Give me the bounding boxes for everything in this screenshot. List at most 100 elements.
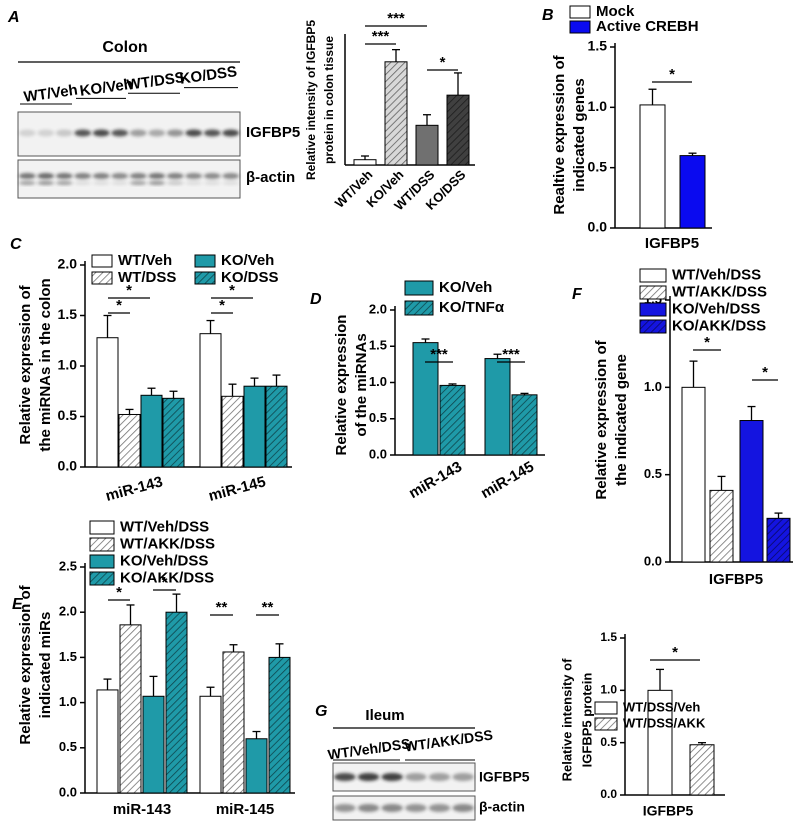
bar	[165, 611, 188, 794]
y-tick-label: 0.5	[58, 407, 78, 423]
x-tick-label: IGFBP5	[645, 235, 699, 252]
significance-label: *	[229, 282, 235, 299]
x-tick-label: miR-145	[207, 473, 268, 505]
y-axis-label: the indicated gene	[613, 354, 630, 486]
legend-swatch	[594, 717, 618, 731]
y-axis-label: Relative intensity of	[559, 658, 574, 781]
band	[148, 173, 166, 179]
band	[222, 181, 240, 185]
bar	[265, 385, 288, 468]
band	[452, 773, 474, 781]
band	[334, 804, 356, 812]
significance-label: *	[116, 584, 122, 601]
band-label: IGFBP5	[246, 124, 300, 141]
bar	[415, 124, 439, 166]
legend-label: WT/Veh/DSS	[672, 266, 761, 283]
bar	[681, 386, 706, 563]
blot-title: Colon	[102, 39, 147, 56]
legend-label: KO/TNFα	[439, 299, 505, 316]
y-tick-label: 1.5	[600, 630, 617, 644]
legend-label: KO/Veh	[439, 279, 492, 296]
bar	[118, 413, 141, 468]
bar	[142, 695, 165, 794]
band	[148, 181, 166, 185]
legend-label: WT/AKK/DSS	[672, 283, 767, 300]
band	[111, 173, 129, 179]
legend-swatch	[639, 285, 667, 300]
band	[92, 173, 110, 179]
y-axis-label: the miRNAs in the colon	[37, 278, 54, 451]
band	[428, 804, 451, 812]
legend-label: KO/Veh	[221, 252, 274, 269]
panel-letter: B	[542, 7, 554, 24]
y-tick-label: 2.5	[59, 558, 77, 573]
legend-swatch	[89, 520, 115, 535]
significance-label: *	[704, 334, 710, 351]
band	[185, 173, 203, 179]
y-axis-label: Relative expression of	[593, 339, 610, 499]
legend-label: KO/AKK/DSS	[120, 569, 214, 586]
significance-label: **	[216, 599, 228, 616]
significance-label: ***	[372, 28, 390, 45]
y-tick-label: 0.5	[644, 466, 662, 481]
band	[334, 773, 356, 781]
band	[222, 173, 240, 179]
band	[405, 773, 427, 781]
legend-swatch	[194, 254, 216, 268]
legend-label: KO/DSS	[221, 269, 279, 286]
x-tick-label: IGFBP5	[709, 571, 763, 588]
legend-label: WT/Veh/DSS	[120, 518, 209, 535]
x-tick-label: miR-145	[478, 458, 537, 502]
band	[222, 129, 240, 137]
panel-letter: F	[572, 286, 583, 303]
bands	[18, 129, 240, 185]
bar	[140, 394, 163, 468]
band	[111, 181, 129, 185]
y-tick-label: 1.0	[600, 683, 617, 697]
band	[203, 129, 221, 137]
band	[357, 773, 380, 781]
significance-label: ***	[502, 346, 520, 363]
panel-letter: A	[7, 9, 20, 26]
bar	[446, 94, 470, 166]
y-tick-label: 2.0	[59, 604, 77, 619]
bar	[268, 656, 291, 794]
significance-label: *	[672, 644, 678, 661]
lane-label: KO/DSS	[179, 63, 238, 88]
band	[129, 129, 147, 137]
band	[111, 129, 129, 137]
legend-swatch	[639, 268, 667, 283]
band	[203, 181, 221, 185]
bar	[243, 385, 266, 468]
y-tick-label: 2.0	[369, 301, 387, 316]
significance-label: **	[262, 599, 274, 616]
band	[92, 129, 110, 137]
bar	[709, 489, 734, 563]
legend-swatch	[404, 300, 434, 316]
y-tick-label: 1.0	[369, 374, 387, 389]
legend-swatch	[569, 5, 591, 19]
band	[203, 173, 221, 179]
band	[129, 173, 147, 179]
y-tick-label: 1.0	[59, 694, 77, 709]
band-label: β-actin	[246, 169, 295, 186]
blot-frame	[332, 795, 476, 821]
legend-label: Mock	[596, 3, 635, 20]
blot-ileum: Ileum WT/Veh/DSS WT/AKK/DSS IGFBP5 β-act…	[327, 707, 530, 821]
panel-letter: G	[315, 703, 327, 720]
y-tick-label: 1.5	[58, 306, 78, 322]
y-axis-label: protein in colon tissue	[322, 36, 336, 164]
y-tick-label: 0.5	[588, 158, 608, 174]
bar	[162, 397, 185, 468]
x-tick-label: miR-145	[216, 801, 274, 818]
legend-swatch	[89, 571, 115, 586]
legend-swatch	[569, 20, 591, 34]
y-axis-label: of the miRNAs	[353, 333, 370, 436]
x-tick-label: miR-143	[406, 458, 465, 502]
legend-label: KO/Veh/DSS	[120, 552, 208, 569]
panel-letter: E	[12, 596, 24, 613]
y-tick-label: 0.5	[600, 735, 617, 749]
legend-swatch	[594, 701, 618, 715]
blot-title: Ileum	[365, 707, 404, 724]
